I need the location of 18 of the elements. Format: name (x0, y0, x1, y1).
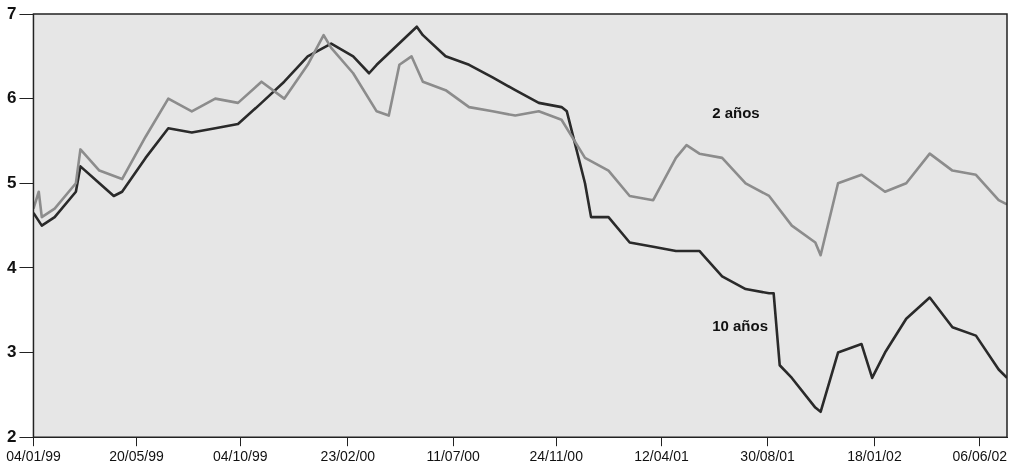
x-tick-label: 30/08/01 (740, 448, 796, 465)
x-tick-label: 12/04/01 (634, 448, 689, 465)
y-tick-label: 7 (6, 3, 17, 23)
y-tick-label: 4 (6, 257, 17, 277)
y-tick-label: 5 (6, 172, 17, 192)
x-tick-label: 20/05/99 (109, 448, 164, 465)
x-tick-label: 24/11/00 (529, 448, 584, 465)
x-tick-label: 04/01/99 (6, 448, 61, 465)
x-tick-label: 11/07/00 (426, 448, 481, 465)
x-tick-label: 23/02/00 (320, 448, 376, 465)
x-tick-label: 18/01/02 (847, 448, 902, 465)
y-tick-label: 6 (6, 88, 17, 108)
series-label: 10 años (712, 317, 769, 335)
x-tick-label: 06/06/02 (952, 448, 1008, 465)
y-tick-label: 3 (6, 342, 17, 362)
x-tick-label: 04/10/99 (213, 448, 268, 465)
text: 2 años (712, 103, 760, 121)
y-tick-label: 2 (6, 426, 17, 446)
